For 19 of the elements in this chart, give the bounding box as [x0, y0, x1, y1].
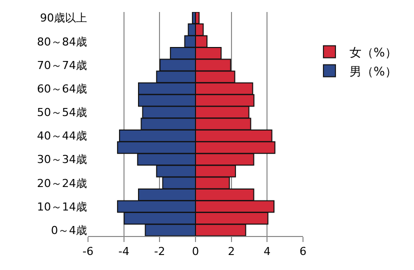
- legend-label: 男（%）: [349, 64, 397, 78]
- x-tick-label: 4: [264, 245, 271, 258]
- x-tick-label: -2: [154, 245, 166, 258]
- y-tick-label: 80～84歳: [37, 35, 87, 48]
- x-tick-label: -6: [82, 245, 94, 258]
- x-tick-label: 0: [192, 245, 199, 258]
- x-tick-label: -4: [118, 245, 130, 258]
- y-tick-label: 60～64歳: [37, 82, 87, 96]
- x-tick-label: 6: [300, 245, 306, 258]
- x-tick-label: 2: [228, 245, 235, 258]
- y-tick-label: 30～34歳: [37, 153, 87, 166]
- legend-label: 女（%）: [349, 45, 397, 60]
- y-tick-label: 0～4歳: [51, 224, 87, 237]
- y-tick-label: 50～54歳: [37, 106, 87, 120]
- y-tick-label: 70～74歳: [37, 58, 87, 72]
- y-tick-label: 40～44歳: [37, 130, 87, 143]
- y-tick-label: 20～24歳: [37, 176, 87, 190]
- y-tick-label: 10～14歳: [37, 200, 87, 214]
- y-tick-label: 90歳以上: [40, 12, 87, 25]
